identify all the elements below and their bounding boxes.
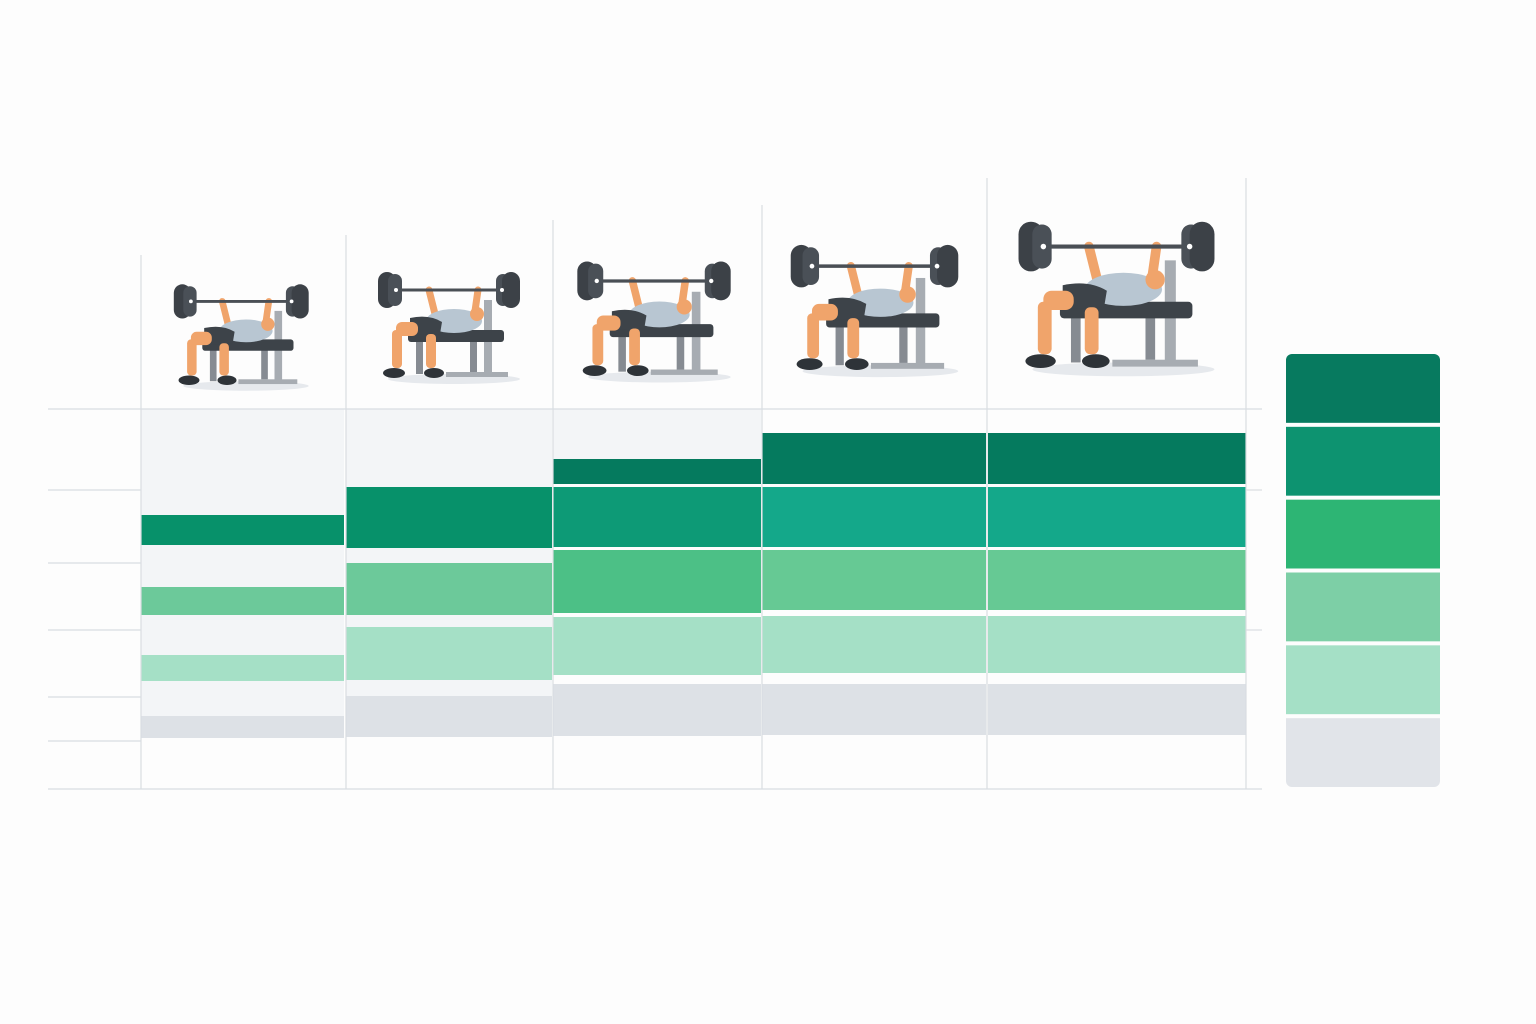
legend-swatch bbox=[1286, 499, 1440, 569]
legend bbox=[1286, 354, 1440, 787]
legend-swatch bbox=[1286, 572, 1440, 642]
band bbox=[988, 487, 1246, 547]
lifter-icon bbox=[1019, 222, 1215, 377]
band bbox=[762, 550, 986, 610]
legend-swatch bbox=[1286, 426, 1440, 496]
band bbox=[762, 684, 986, 735]
band bbox=[762, 433, 986, 484]
band bbox=[762, 487, 986, 547]
band bbox=[141, 655, 344, 681]
band bbox=[141, 515, 344, 545]
band bbox=[988, 616, 1246, 673]
legend-swatch bbox=[1286, 718, 1440, 787]
band bbox=[346, 563, 552, 615]
band bbox=[762, 616, 986, 673]
bands bbox=[141, 409, 1246, 738]
legend-swatch bbox=[1286, 354, 1440, 423]
icons bbox=[174, 222, 1215, 391]
band bbox=[141, 716, 344, 738]
band bbox=[346, 696, 552, 737]
band bbox=[553, 550, 761, 613]
band bbox=[141, 587, 344, 615]
grid bbox=[48, 178, 1262, 790]
lifter-icon bbox=[378, 272, 520, 384]
lifter-icon bbox=[577, 262, 730, 383]
band bbox=[553, 617, 761, 675]
band bbox=[553, 409, 761, 459]
band bbox=[553, 487, 761, 547]
band bbox=[553, 459, 761, 484]
lifter-icon bbox=[174, 284, 309, 390]
band bbox=[141, 409, 344, 738]
lifter-icon bbox=[791, 245, 959, 377]
band bbox=[346, 627, 552, 680]
band bbox=[988, 550, 1246, 610]
legend-swatches bbox=[1286, 354, 1440, 787]
band bbox=[988, 433, 1246, 484]
legend-swatch bbox=[1286, 645, 1440, 715]
band bbox=[553, 684, 761, 736]
band bbox=[346, 487, 552, 548]
band bbox=[988, 684, 1246, 735]
